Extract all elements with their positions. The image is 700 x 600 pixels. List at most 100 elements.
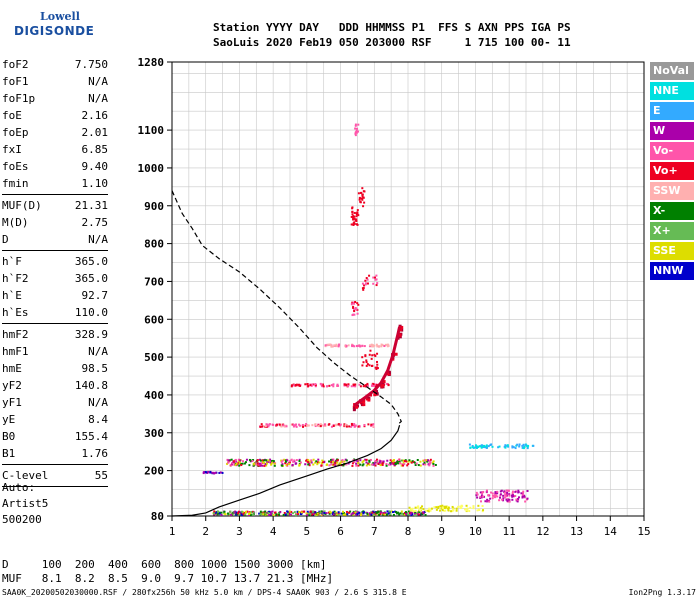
- profile-dashed-line: [171, 190, 402, 425]
- echo-point: [351, 210, 354, 213]
- echo-point: [339, 461, 342, 464]
- echo-point: [450, 510, 453, 513]
- echo-point: [422, 511, 425, 514]
- echo-point: [356, 511, 359, 514]
- legend-item: SSW: [650, 182, 694, 200]
- echo-point: [212, 512, 215, 515]
- echo-point: [402, 461, 405, 464]
- echo-point: [472, 505, 475, 508]
- echo-point: [228, 513, 231, 516]
- echo-point: [335, 459, 338, 462]
- echo-point: [238, 460, 241, 463]
- echo-point: [262, 461, 265, 464]
- echo-point: [213, 472, 216, 475]
- param-row: hmF1 N/A: [2, 343, 108, 360]
- param-name: foF2: [2, 58, 29, 71]
- echo-point: [511, 492, 514, 495]
- echo-point: [311, 513, 314, 516]
- echo-point: [324, 344, 327, 347]
- echo-point: [312, 463, 315, 466]
- echo-point: [352, 301, 355, 304]
- echo-point: [251, 460, 254, 463]
- echo-point: [398, 513, 401, 516]
- echo-point: [386, 459, 389, 462]
- param-value: 8.4: [88, 413, 108, 426]
- echo-point: [434, 463, 437, 466]
- param-value: 98.5: [81, 362, 109, 375]
- echo-point: [511, 498, 514, 501]
- echo-point: [278, 511, 281, 514]
- param-separator: [2, 464, 108, 465]
- echo-point: [345, 383, 348, 386]
- param-value: 21.31: [74, 199, 108, 212]
- echo-point: [362, 385, 365, 388]
- echo-point: [392, 513, 395, 516]
- echo-point: [441, 506, 444, 509]
- polarization-legend: NoVal NNE E W Vo- Vo+ SSW X- X+ SSE NNW: [650, 62, 694, 282]
- echo-point: [289, 513, 292, 516]
- echo-point: [298, 463, 301, 466]
- param-name: hmE: [2, 362, 22, 375]
- echo-point: [283, 458, 286, 461]
- echo-point: [361, 187, 364, 190]
- echo-point: [419, 460, 422, 463]
- echo-point: [288, 512, 291, 515]
- echo-point: [526, 489, 529, 492]
- echo-point: [432, 462, 435, 465]
- echo-point: [353, 217, 356, 220]
- echo-point: [347, 462, 350, 465]
- echo-point: [359, 463, 362, 466]
- echo-point: [441, 504, 444, 507]
- echo-point: [506, 491, 509, 494]
- echo-point: [355, 308, 358, 311]
- echo-point: [427, 459, 430, 462]
- echo-point: [414, 514, 417, 517]
- echo-point: [502, 494, 505, 497]
- echo-point: [432, 464, 435, 467]
- legend-item: SSE: [650, 242, 694, 260]
- echo-point: [344, 423, 347, 426]
- profile-solid-line: [171, 425, 401, 517]
- echo-point: [363, 425, 366, 428]
- echo-point: [435, 508, 438, 511]
- echo-point: [366, 363, 369, 366]
- echo-point: [284, 513, 287, 516]
- echo-point: [296, 513, 299, 516]
- echo-point: [252, 511, 255, 514]
- echo-point: [476, 509, 479, 512]
- echo-point: [351, 512, 354, 515]
- echo-point: [409, 512, 412, 515]
- echo-point: [526, 447, 529, 450]
- echo-point: [353, 302, 356, 305]
- param-name: fxI: [2, 143, 22, 156]
- echo-point: [522, 446, 525, 449]
- echo-point: [494, 493, 497, 496]
- echo-point: [300, 511, 303, 514]
- echo-point: [498, 445, 501, 448]
- echo-point: [299, 383, 302, 386]
- echo-point: [282, 424, 285, 427]
- echo-point: [362, 205, 365, 208]
- echo-point: [238, 513, 241, 516]
- echo-point: [228, 459, 231, 462]
- legend-item: Vo-: [650, 142, 694, 160]
- echo-point: [240, 464, 243, 467]
- echo-point: [355, 129, 358, 132]
- echo-point: [402, 459, 405, 462]
- echo-point: [508, 500, 511, 503]
- echo-point: [401, 459, 404, 462]
- echo-point: [306, 424, 309, 427]
- echo-point: [480, 444, 483, 447]
- echo-point: [429, 462, 432, 465]
- echo-point: [250, 513, 253, 516]
- echo-point: [351, 213, 354, 216]
- y-tick-label: 600: [144, 313, 164, 326]
- echo-point: [248, 513, 251, 516]
- echo-point: [512, 495, 515, 498]
- echo-point: [376, 360, 379, 363]
- echo-point: [239, 459, 242, 462]
- echo-point: [306, 458, 309, 461]
- echo-point: [378, 461, 381, 464]
- x-tick-label: 4: [270, 525, 277, 538]
- echo-point: [385, 382, 388, 385]
